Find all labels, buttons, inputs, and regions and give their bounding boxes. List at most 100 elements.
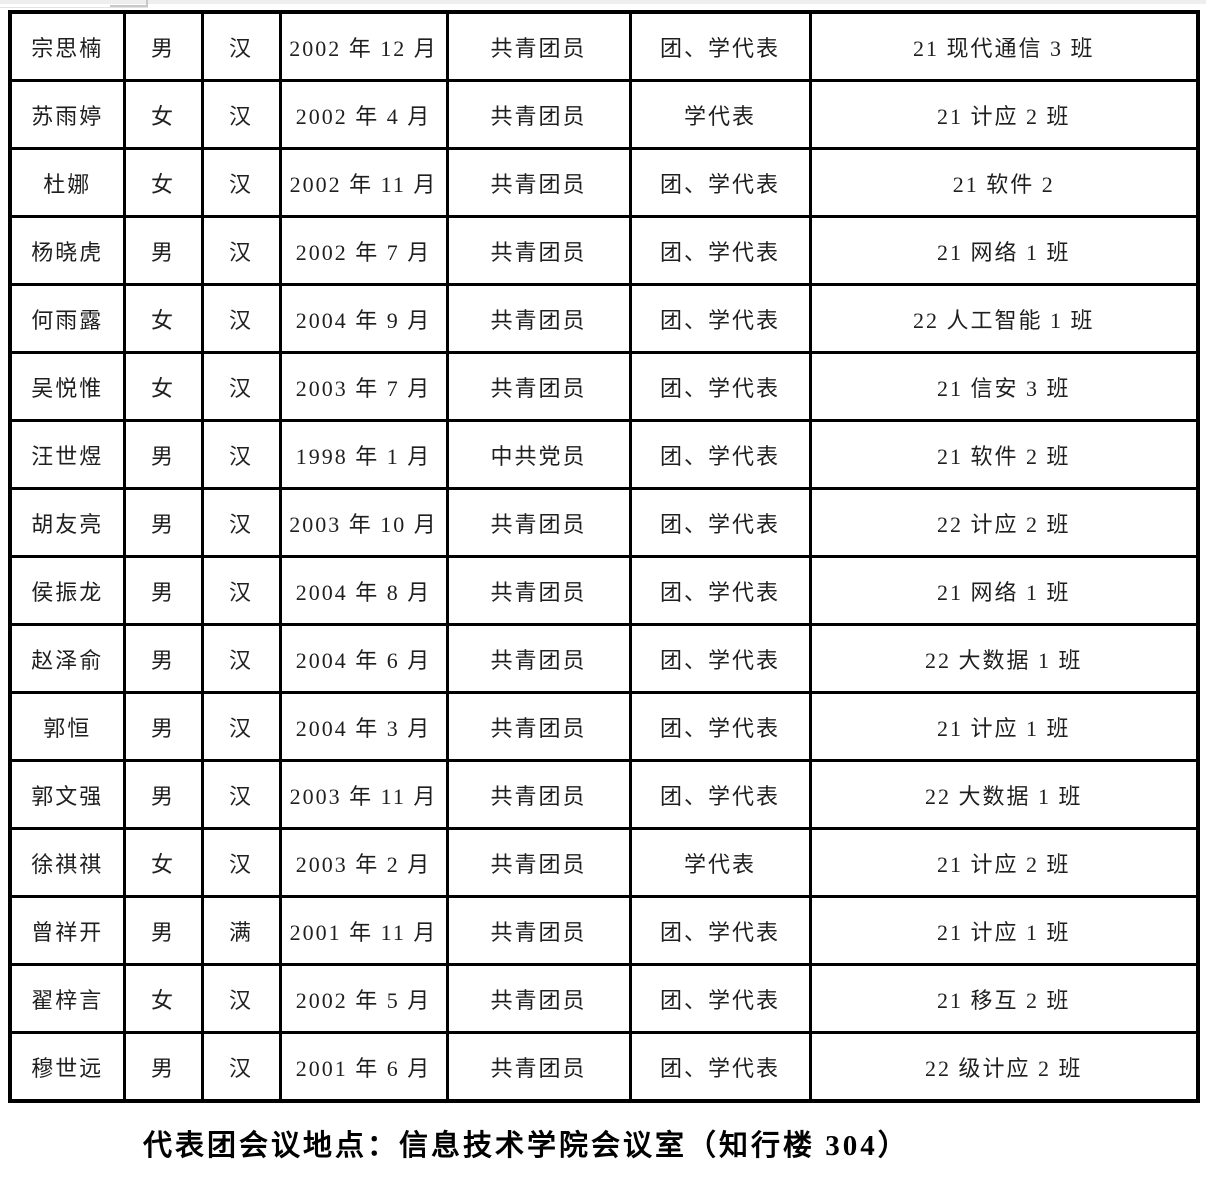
table-row: 汪世煜 男 汉 1998 年 1 月 中共党员 团、学代表 21 软件 2 班 <box>8 419 1200 490</box>
cell-class: 21 软件 2 班 <box>808 419 1200 490</box>
cell-class: 22 级计应 2 班 <box>808 1031 1200 1103</box>
cell-birth-date: 2004 年 8 月 <box>278 555 449 626</box>
cell-gender: 男 <box>122 895 204 966</box>
cell-gender: 女 <box>122 283 204 354</box>
table-row: 宗思楠 男 汉 2002 年 12 月 共青团员 团、学代表 21 现代通信 3… <box>8 10 1200 82</box>
cell-birth-date: 2001 年 6 月 <box>278 1031 449 1103</box>
cell-name: 杨晓虎 <box>8 215 126 286</box>
table-row: 杨晓虎 男 汉 2002 年 7 月 共青团员 团、学代表 21 网络 1 班 <box>8 215 1200 286</box>
cell-ethnicity: 汉 <box>200 487 282 558</box>
cell-political-status: 共青团员 <box>445 691 632 762</box>
cell-representative-type: 学代表 <box>628 79 812 150</box>
table-body: 宗思楠 男 汉 2002 年 12 月 共青团员 团、学代表 21 现代通信 3… <box>8 10 1200 1103</box>
table-row: 郭恒 男 汉 2004 年 3 月 共青团员 团、学代表 21 计应 1 班 <box>8 691 1200 762</box>
cell-political-status: 共青团员 <box>445 555 632 626</box>
cell-representative-type: 团、学代表 <box>628 895 812 966</box>
cell-representative-type: 团、学代表 <box>628 555 812 626</box>
cell-political-status: 共青团员 <box>445 1031 632 1103</box>
cell-class: 21 软件 2 <box>808 147 1200 218</box>
cell-ethnicity: 汉 <box>200 759 282 830</box>
table-row: 郭文强 男 汉 2003 年 11 月 共青团员 团、学代表 22 大数据 1 … <box>8 759 1200 830</box>
top-artifact-baseline <box>0 7 148 8</box>
cell-political-status: 共青团员 <box>445 283 632 354</box>
cell-gender: 男 <box>122 623 204 694</box>
cell-name: 徐祺祺 <box>8 827 126 898</box>
cell-birth-date: 2003 年 11 月 <box>278 759 449 830</box>
cell-class: 22 人工智能 1 班 <box>808 283 1200 354</box>
cell-ethnicity: 汉 <box>200 555 282 626</box>
cell-ethnicity: 汉 <box>200 691 282 762</box>
cell-name: 汪世煜 <box>8 419 126 490</box>
cell-representative-type: 团、学代表 <box>628 419 812 490</box>
cell-birth-date: 2004 年 3 月 <box>278 691 449 762</box>
cell-political-status: 共青团员 <box>445 147 632 218</box>
cell-representative-type: 学代表 <box>628 827 812 898</box>
cell-ethnicity: 汉 <box>200 963 282 1034</box>
cell-representative-type: 团、学代表 <box>628 351 812 422</box>
top-artifact-line <box>110 5 148 7</box>
delegate-roster-table: 宗思楠 男 汉 2002 年 12 月 共青团员 团、学代表 21 现代通信 3… <box>8 10 1200 1103</box>
cell-name: 侯振龙 <box>8 555 126 626</box>
cell-class: 21 移互 2 班 <box>808 963 1200 1034</box>
cell-gender: 男 <box>122 10 204 82</box>
cell-class: 22 计应 2 班 <box>808 487 1200 558</box>
table-row: 翟梓言 女 汉 2002 年 5 月 共青团员 团、学代表 21 移互 2 班 <box>8 963 1200 1034</box>
cell-gender: 男 <box>122 215 204 286</box>
cell-gender: 女 <box>122 147 204 218</box>
cell-political-status: 共青团员 <box>445 10 632 82</box>
cell-class: 22 大数据 1 班 <box>808 759 1200 830</box>
cell-birth-date: 2003 年 10 月 <box>278 487 449 558</box>
cell-ethnicity: 汉 <box>200 283 282 354</box>
meeting-location-note: 代表团会议地点：信息技术学院会议室（知行楼 304） <box>143 1130 910 1162</box>
cell-representative-type: 团、学代表 <box>628 147 812 218</box>
cell-gender: 男 <box>122 691 204 762</box>
cell-class: 21 信安 3 班 <box>808 351 1200 422</box>
cell-ethnicity: 汉 <box>200 419 282 490</box>
cell-political-status: 共青团员 <box>445 623 632 694</box>
cell-name: 曾祥开 <box>8 895 126 966</box>
cell-class: 21 网络 1 班 <box>808 215 1200 286</box>
cell-ethnicity: 汉 <box>200 827 282 898</box>
cell-ethnicity: 汉 <box>200 215 282 286</box>
cell-name: 吴悦惟 <box>8 351 126 422</box>
cell-birth-date: 2004 年 9 月 <box>278 283 449 354</box>
cell-gender: 女 <box>122 79 204 150</box>
cell-birth-date: 2002 年 12 月 <box>278 10 449 82</box>
cell-ethnicity: 汉 <box>200 351 282 422</box>
cell-ethnicity: 汉 <box>200 79 282 150</box>
cell-gender: 男 <box>122 1031 204 1103</box>
cell-representative-type: 团、学代表 <box>628 10 812 82</box>
cell-ethnicity: 满 <box>200 895 282 966</box>
cell-gender: 女 <box>122 963 204 1034</box>
cell-ethnicity: 汉 <box>200 147 282 218</box>
cell-representative-type: 团、学代表 <box>628 215 812 286</box>
cell-representative-type: 团、学代表 <box>628 487 812 558</box>
table-row: 苏雨婷 女 汉 2002 年 4 月 共青团员 学代表 21 计应 2 班 <box>8 79 1200 150</box>
cell-gender: 男 <box>122 487 204 558</box>
cell-birth-date: 2001 年 11 月 <box>278 895 449 966</box>
table-row: 胡友亮 男 汉 2003 年 10 月 共青团员 团、学代表 22 计应 2 班 <box>8 487 1200 558</box>
cell-political-status: 共青团员 <box>445 963 632 1034</box>
table-row: 何雨露 女 汉 2004 年 9 月 共青团员 团、学代表 22 人工智能 1 … <box>8 283 1200 354</box>
cell-name: 郭恒 <box>8 691 126 762</box>
cell-birth-date: 2002 年 4 月 <box>278 79 449 150</box>
cell-name: 宗思楠 <box>8 10 126 82</box>
cell-class: 21 计应 2 班 <box>808 79 1200 150</box>
table-row: 吴悦惟 女 汉 2003 年 7 月 共青团员 团、学代表 21 信安 3 班 <box>8 351 1200 422</box>
cell-political-status: 共青团员 <box>445 759 632 830</box>
cell-political-status: 共青团员 <box>445 487 632 558</box>
cell-representative-type: 团、学代表 <box>628 691 812 762</box>
table-row: 侯振龙 男 汉 2004 年 8 月 共青团员 团、学代表 21 网络 1 班 <box>8 555 1200 626</box>
top-edge-artifact <box>0 0 1206 4</box>
cell-birth-date: 2004 年 6 月 <box>278 623 449 694</box>
cell-birth-date: 2002 年 7 月 <box>278 215 449 286</box>
cell-name: 苏雨婷 <box>8 79 126 150</box>
cell-political-status: 共青团员 <box>445 215 632 286</box>
cell-class: 21 计应 1 班 <box>808 691 1200 762</box>
table-row: 徐祺祺 女 汉 2003 年 2 月 共青团员 学代表 21 计应 2 班 <box>8 827 1200 898</box>
cell-name: 赵泽俞 <box>8 623 126 694</box>
cell-gender: 男 <box>122 759 204 830</box>
cell-gender: 男 <box>122 419 204 490</box>
cell-name: 郭文强 <box>8 759 126 830</box>
